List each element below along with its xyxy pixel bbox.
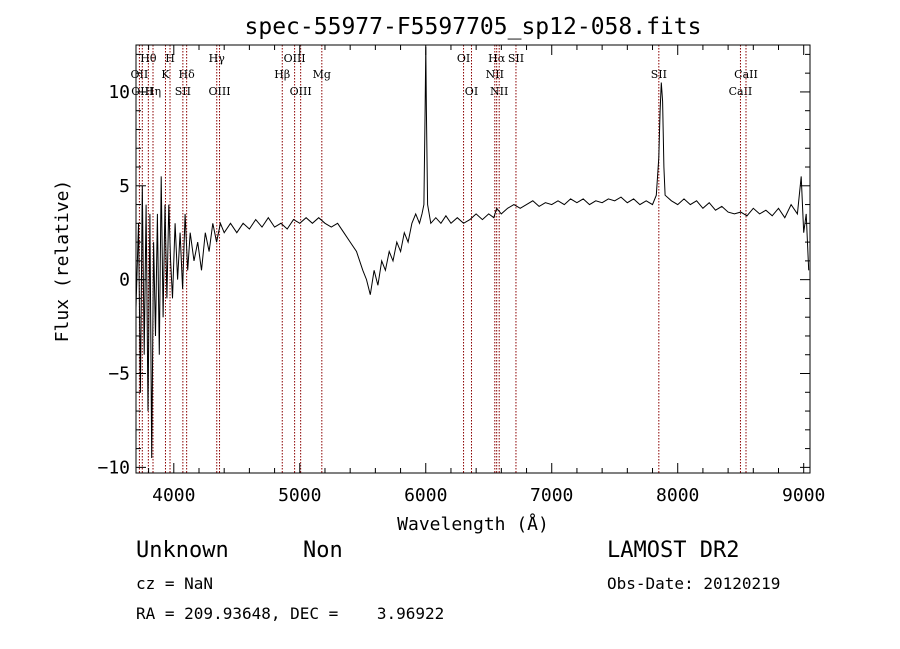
line-marker-label: Hγ bbox=[209, 52, 226, 65]
line-marker-label: H bbox=[165, 52, 175, 65]
spectrum-plot: spec-55977-F5597705_sp12-058.fits OII OII… bbox=[52, 14, 825, 535]
y-tick-label: 10 bbox=[108, 82, 130, 103]
line-marker-label: NII bbox=[490, 85, 508, 98]
x-tick-label: 6000 bbox=[404, 485, 447, 506]
line-marker-label: OI bbox=[465, 85, 478, 98]
object-subclass: Non bbox=[303, 538, 343, 563]
line-marker-label: Hθ bbox=[140, 52, 157, 65]
line-marker-label: SII bbox=[651, 68, 667, 81]
x-tick-label: 4000 bbox=[152, 485, 195, 506]
y-tick-label: 0 bbox=[119, 270, 130, 291]
spectrum-line bbox=[135, 46, 810, 459]
emission-line-markers: OIIOIIIHθHηKHSIIHδHγOIIIHβOIIIOIIIMgOIOI… bbox=[131, 45, 758, 473]
object-class: Unknown bbox=[136, 538, 229, 563]
y-axis-ticks: −10 −5 0 5 10 bbox=[97, 53, 810, 478]
line-marker-label: Hη bbox=[145, 85, 161, 98]
x-axis-label: Wavelength (Å) bbox=[397, 513, 549, 535]
coordinates: RA = 209.93648, DEC = 3.96922 bbox=[136, 604, 445, 623]
x-tick-label: 5000 bbox=[278, 485, 321, 506]
x-tick-label: 7000 bbox=[530, 485, 573, 506]
line-marker-label: OI bbox=[457, 52, 470, 65]
line-marker-label: SII bbox=[508, 52, 524, 65]
line-marker-label: SII bbox=[175, 85, 191, 98]
plot-frame bbox=[135, 44, 811, 474]
line-marker-label: OIII bbox=[284, 52, 306, 65]
line-marker-label: CaII bbox=[734, 68, 758, 81]
line-marker-label: Hα bbox=[488, 52, 506, 65]
line-marker-label: K bbox=[161, 68, 170, 81]
line-marker-label: OIII bbox=[208, 85, 230, 98]
y-tick-label: −5 bbox=[108, 364, 130, 385]
line-marker-label: Mg bbox=[313, 68, 331, 81]
chart-title: spec-55977-F5597705_sp12-058.fits bbox=[245, 14, 702, 40]
y-tick-label: −10 bbox=[97, 457, 130, 478]
line-marker-label: Hδ bbox=[179, 68, 196, 81]
line-marker-label: OIII bbox=[290, 85, 312, 98]
line-marker-label: OII bbox=[131, 68, 149, 81]
line-marker-label: Hβ bbox=[274, 68, 290, 81]
survey-name: LAMOST DR2 bbox=[607, 538, 740, 563]
observation-date: Obs-Date: 20120219 bbox=[607, 574, 781, 593]
x-tick-label: 8000 bbox=[656, 485, 699, 506]
line-marker-label: CaII bbox=[729, 85, 753, 98]
y-axis-label: Flux (relative) bbox=[52, 180, 73, 343]
x-tick-label: 9000 bbox=[782, 485, 825, 506]
line-marker-label: NII bbox=[486, 68, 504, 81]
y-tick-label: 5 bbox=[119, 176, 130, 197]
x-axis-ticks: 4000 5000 6000 7000 8000 9000 bbox=[148, 45, 825, 506]
redshift-cz: cz = NaN bbox=[136, 574, 214, 593]
